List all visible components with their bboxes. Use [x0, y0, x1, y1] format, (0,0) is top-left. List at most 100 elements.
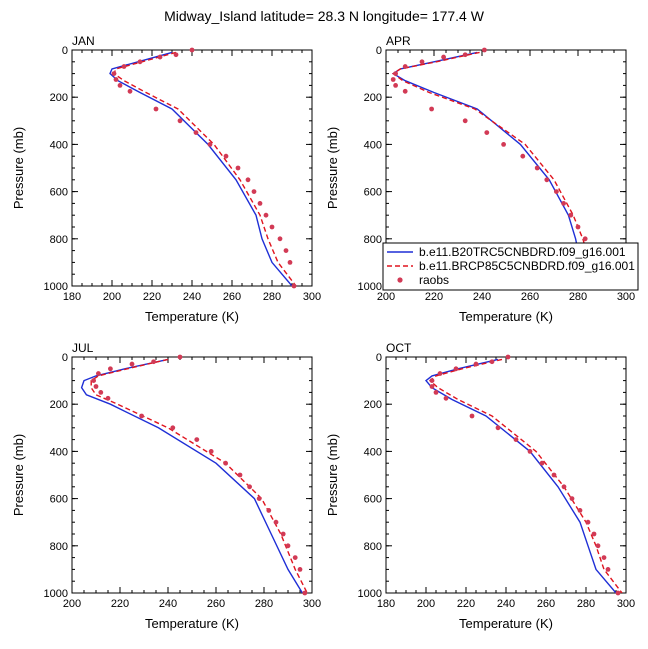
x-tick-label: 280	[263, 291, 281, 303]
raobs-point	[247, 484, 253, 490]
y-tick-label: 400	[364, 139, 382, 151]
raobs-point	[433, 390, 439, 395]
y-tick-label: 0	[62, 45, 68, 57]
raobs-point	[585, 519, 591, 525]
panel-oct: 180 200 220 240 260 280 300 0 200 400 600 800 1000 OC…	[325, 341, 635, 631]
raobs-point	[505, 354, 511, 360]
plot-frame	[71, 49, 313, 287]
x-tick-label: 280	[569, 291, 587, 303]
x-tick-label: 220	[457, 598, 475, 610]
raobs-point	[520, 153, 526, 159]
x-tick-label: 300	[303, 291, 321, 303]
raobs-point	[554, 189, 559, 195]
x-tick-label: 180	[63, 291, 81, 303]
raobs-point	[113, 77, 119, 82]
y-tick-label: 600	[364, 494, 382, 506]
x-tick-label: 240	[183, 291, 201, 303]
raobs-point	[551, 472, 557, 478]
legend-marker-raobs	[397, 277, 403, 283]
raobs-point	[283, 248, 289, 254]
legend: b.e11.B20TRC5CNBDRD.f09_g16.001b.e11.BRC…	[382, 242, 639, 291]
x-tick-label: 200	[63, 598, 81, 610]
raobs-point	[482, 47, 487, 53]
raobs-point	[269, 224, 275, 230]
series-line-b20trc	[109, 51, 293, 286]
y-tick-label: 1000	[358, 281, 382, 293]
raobs-point	[127, 88, 133, 94]
raobs-point	[489, 359, 495, 365]
x-tick-label: 260	[521, 291, 539, 303]
raobs-point	[402, 88, 408, 94]
raobs-point	[129, 361, 135, 367]
panel-jan: 180 200 220 240 260 280 300 0 200 400 600 800 1000 JA…	[11, 34, 321, 324]
raobs-point	[443, 395, 449, 401]
panel-jul: 200 220 240 260 280 300 0 200 400 600 800 1000 JUL Te…	[11, 341, 321, 631]
series-line-brcp85	[90, 358, 308, 593]
raobs-point	[577, 508, 583, 513]
legend-box	[382, 242, 639, 291]
raobs-point	[501, 142, 506, 147]
raobs-point	[582, 236, 588, 242]
raobs-point	[441, 54, 446, 60]
raobs-point	[194, 437, 200, 442]
y-tick-label: 400	[50, 139, 68, 151]
raobs-point	[105, 395, 111, 401]
raobs-point	[429, 384, 435, 389]
y-axis-title: Pressure (mb)	[11, 127, 26, 209]
raobs-point	[575, 224, 581, 230]
raobs-point	[139, 413, 145, 419]
raobs-point	[513, 437, 519, 442]
y-tick-label: 800	[364, 234, 382, 246]
raobs-point	[277, 236, 283, 242]
raobs-point	[177, 354, 183, 360]
raobs-point	[91, 378, 96, 383]
panel-title: OCT	[386, 341, 412, 355]
plot-frame	[71, 356, 313, 594]
raobs-point	[287, 260, 293, 265]
x-tick-label: 300	[303, 598, 321, 610]
raobs-point	[157, 54, 163, 60]
figure-title: Midway_Island latitude= 28.3 N longitude…	[164, 8, 484, 24]
raobs-point	[256, 496, 262, 501]
raobs-point	[98, 390, 104, 395]
raobs-point	[280, 531, 286, 537]
raobs-point	[393, 83, 398, 88]
y-tick-label: 1000	[358, 588, 382, 600]
y-tick-label: 800	[50, 541, 68, 553]
y-tick-label: 800	[50, 234, 68, 246]
raobs-point	[544, 177, 550, 183]
raobs-point	[251, 189, 257, 195]
raobs-point	[237, 472, 243, 478]
raobs-point	[605, 567, 611, 572]
x-tick-label: 280	[577, 598, 595, 610]
y-axis-title: Pressure (mb)	[11, 434, 26, 516]
x-tick-label: 200	[417, 598, 435, 610]
y-tick-label: 400	[50, 446, 68, 458]
raobs-point	[615, 590, 621, 596]
raobs-point	[539, 460, 545, 466]
raobs-point	[177, 118, 183, 124]
raobs-point	[245, 177, 251, 183]
x-axis-title: Temperature (K)	[145, 309, 239, 324]
raobs-point	[469, 413, 475, 419]
raobs-point	[484, 130, 490, 136]
raobs-point	[437, 371, 443, 376]
y-axis-title: Pressure (mb)	[325, 434, 340, 516]
raobs-point	[568, 212, 574, 218]
raobs-point	[473, 361, 479, 367]
raobs-point	[189, 47, 195, 53]
raobs-point	[595, 543, 601, 549]
y-tick-label: 200	[50, 399, 68, 411]
raobs-point	[173, 52, 179, 58]
series-line-b20trc	[80, 358, 303, 593]
raobs-point	[462, 118, 468, 124]
raobs-point	[292, 555, 298, 560]
y-tick-label: 1000	[44, 281, 68, 293]
y-tick-label: 0	[62, 352, 68, 364]
y-tick-label: 400	[364, 446, 382, 458]
x-axis-title: Temperature (K)	[459, 309, 553, 324]
x-tick-label: 240	[159, 598, 177, 610]
x-tick-label: 300	[617, 291, 635, 303]
raobs-point	[591, 531, 597, 537]
raobs-point	[117, 83, 123, 88]
